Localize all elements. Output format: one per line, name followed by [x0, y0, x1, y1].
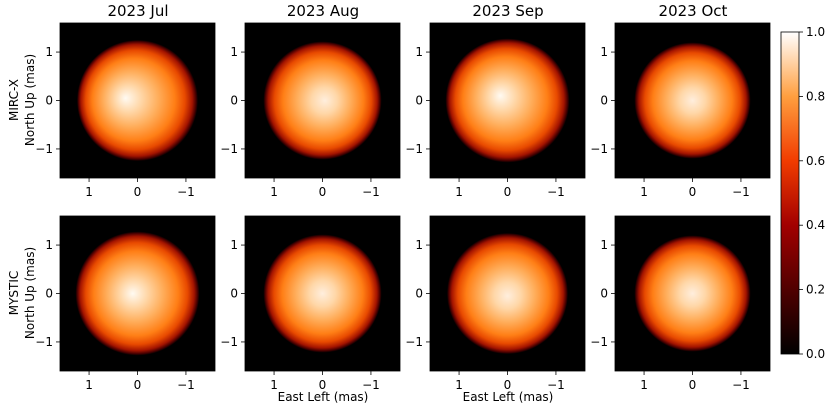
y-tick-label: 0: [415, 94, 423, 108]
stellar-disk-image: [263, 41, 382, 160]
x-tick-label: 1: [640, 185, 648, 199]
x-tick-label: −1: [732, 378, 750, 392]
x-tick-label: −1: [362, 378, 380, 392]
y-tick-label: −1: [405, 142, 423, 156]
stellar-disk-image: [75, 231, 200, 356]
y-tick-label: 0: [45, 94, 53, 108]
x-tick-label: −1: [547, 378, 565, 392]
row-label-mystic: MYSTIC: [7, 271, 21, 316]
x-tick-label: 0: [504, 185, 512, 199]
stellar-disk-image: [634, 235, 751, 352]
y-tick-label: 1: [415, 238, 423, 252]
y-tick-label: 0: [415, 287, 423, 301]
column-title-oct: 2023 Oct: [659, 2, 728, 20]
xlabel-aug: East Left (mas): [278, 390, 369, 404]
x-tick-label: 0: [689, 378, 697, 392]
x-tick-label: 0: [134, 378, 142, 392]
panels-group: 1 1 0 0 −1 −1 1 1 0 0 −1 −1 1 1 0 0 −1 −1 1 1 0 0 −1 −1 1 1 0 0 −1 −1…: [35, 22, 771, 392]
column-title-aug: 2023 Aug: [287, 2, 359, 20]
x-tick-label: 1: [270, 378, 278, 392]
row-label-mircx: MIRC-X: [7, 79, 21, 121]
x-tick-label: 1: [85, 378, 93, 392]
colorbar-ticks: 0.0 0.2 0.4 0.6 0.8 1.0: [799, 25, 825, 361]
x-tick-label: −1: [732, 185, 750, 199]
xlabel-sep: East Left (mas): [463, 390, 554, 404]
y-tick-label: 1: [45, 238, 53, 252]
stellar-disk-image: [446, 232, 569, 355]
y-tick-label: −1: [220, 142, 238, 156]
y-tick-label: 1: [230, 238, 238, 252]
colorbar-tick-label: 1.0: [806, 25, 825, 39]
y-tick-label: 1: [415, 45, 423, 59]
y-tick-label: 0: [230, 94, 238, 108]
stellar-disk-image: [76, 39, 199, 162]
x-tick-label: −1: [547, 185, 565, 199]
x-tick-label: 0: [504, 378, 512, 392]
colorbar-tick-label: 0.2: [806, 283, 825, 297]
row-label-mystic-axis: North Up (mas): [23, 247, 37, 339]
panel-0-0: 1 1 0 0 −1 −1: [35, 22, 216, 199]
y-tick-label: 1: [230, 45, 238, 59]
panel-0-2: 1 1 0 0 −1 −1: [405, 22, 586, 199]
stellar-disk-image: [634, 42, 751, 159]
panel-1-0: 1 1 0 0 −1 −1: [35, 215, 216, 392]
x-tick-label: 1: [85, 185, 93, 199]
y-tick-label: −1: [35, 142, 53, 156]
y-tick-label: 1: [600, 45, 608, 59]
y-tick-label: 1: [45, 45, 53, 59]
colorbar-tick-label: 0.0: [806, 347, 825, 361]
y-tick-label: −1: [405, 335, 423, 349]
colorbar-tick-label: 0.8: [806, 89, 825, 103]
stellar-disk-image: [445, 38, 570, 163]
y-tick-label: 0: [600, 94, 608, 108]
x-tick-label: 1: [270, 185, 278, 199]
y-tick-label: −1: [590, 335, 608, 349]
y-tick-label: 0: [600, 287, 608, 301]
panel-0-3: 1 1 0 0 −1 −1: [590, 22, 771, 199]
x-tick-label: 1: [640, 378, 648, 392]
panel-0-1: 1 1 0 0 −1 −1: [220, 22, 401, 199]
y-tick-label: 0: [230, 287, 238, 301]
panel-1-3: 1 1 0 0 −1 −1: [590, 215, 771, 392]
colorbar: [780, 31, 800, 355]
colorbar-tick-label: 0.6: [806, 154, 825, 168]
y-tick-label: −1: [35, 335, 53, 349]
x-tick-label: −1: [177, 185, 195, 199]
x-tick-label: −1: [177, 378, 195, 392]
stellar-disk-image: [263, 234, 382, 353]
x-tick-label: 0: [319, 185, 327, 199]
y-tick-label: −1: [590, 142, 608, 156]
x-tick-label: 0: [134, 185, 142, 199]
column-title-sep: 2023 Sep: [472, 2, 543, 20]
y-tick-label: 1: [600, 238, 608, 252]
x-tick-label: 0: [689, 185, 697, 199]
colorbar-tick-label: 0.4: [806, 218, 825, 232]
y-tick-label: −1: [220, 335, 238, 349]
column-title-jul: 2023 Jul: [107, 2, 168, 20]
row-label-mircx-axis: North Up (mas): [23, 54, 37, 146]
x-tick-label: −1: [362, 185, 380, 199]
panel-1-2: 1 1 0 0 −1 −1: [405, 215, 586, 392]
y-tick-label: 0: [45, 287, 53, 301]
x-tick-label: 0: [319, 378, 327, 392]
x-tick-label: 1: [455, 378, 463, 392]
x-tick-label: 1: [455, 185, 463, 199]
panel-1-1: 1 1 0 0 −1 −1: [220, 215, 401, 392]
